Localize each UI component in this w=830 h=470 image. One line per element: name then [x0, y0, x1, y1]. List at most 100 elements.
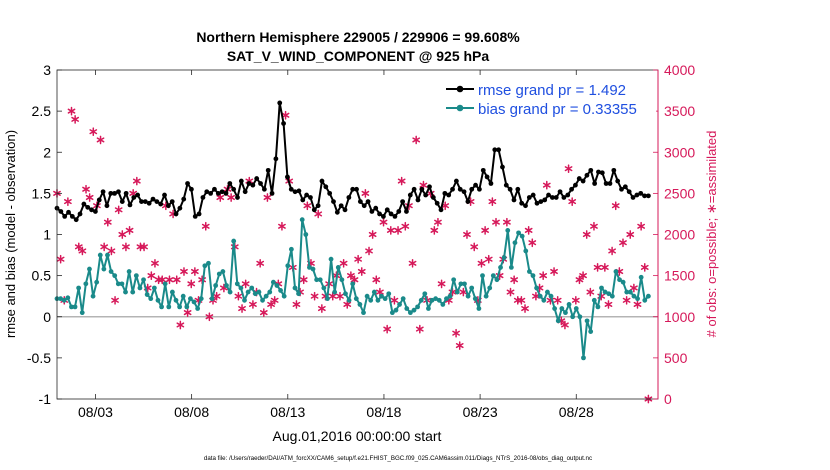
- rmse-point: [561, 195, 567, 200]
- obs-point-stroke: [582, 231, 591, 238]
- bias-point: [180, 293, 186, 299]
- obs-point-stroke: [470, 244, 479, 250]
- bias-point: [263, 293, 269, 299]
- obs-point: [372, 275, 381, 285]
- left-tick-label: 0: [43, 309, 51, 325]
- obs-point: [205, 312, 214, 322]
- bias-point: [361, 310, 366, 316]
- bias-point: [202, 263, 208, 269]
- obs-point: [328, 291, 337, 301]
- obs-point-stroke: [212, 293, 221, 299]
- obs-point-stroke: [56, 256, 65, 262]
- obs-point: [582, 230, 591, 239]
- obs-point-stroke: [383, 326, 392, 332]
- bias-point: [599, 285, 604, 291]
- rmse-point: [461, 189, 467, 195]
- legend-bias-label: bias grand pr = 0.33355: [478, 101, 637, 118]
- obs-point: [521, 304, 529, 313]
- rmse-point: [361, 203, 367, 209]
- obs-point-stroke: [172, 277, 181, 283]
- legend: rmse grand pr = 1.492 bias grand pr = 0.…: [442, 78, 656, 118]
- obs-point-stroke: [517, 297, 526, 303]
- obs-point: [550, 267, 558, 276]
- obs-point-stroke: [303, 203, 312, 209]
- obs-point-stroke: [568, 199, 577, 205]
- bias-point: [238, 285, 244, 291]
- obs-point-stroke: [426, 190, 435, 196]
- bias-point: [368, 297, 374, 303]
- obs-point: [216, 193, 225, 202]
- bias-point: [523, 248, 529, 254]
- obs-point-stroke: [459, 289, 468, 295]
- bias-point: [609, 293, 615, 299]
- bias-point: [584, 318, 590, 324]
- rmse-point: [254, 176, 260, 181]
- rmse-point: [538, 199, 544, 205]
- rmse-point: [261, 186, 267, 192]
- rmse-point: [258, 181, 263, 186]
- rmse-point: [158, 201, 164, 207]
- rmse-point: [204, 189, 210, 195]
- bias-point: [303, 232, 309, 237]
- rmse-point: [100, 189, 106, 195]
- obs-point-stroke: [532, 293, 540, 299]
- obs-point: [122, 242, 130, 252]
- bias-point: [198, 296, 204, 302]
- bias-point: [242, 297, 247, 303]
- bias-point: [220, 269, 226, 274]
- rmse-point: [127, 202, 133, 208]
- obs-point-stroke: [122, 244, 130, 250]
- obs-point: [85, 193, 94, 202]
- bias-point: [328, 256, 334, 262]
- obs-point: [343, 300, 352, 309]
- obs-point-stroke: [611, 203, 620, 209]
- left-tick-label: -0.5: [27, 350, 51, 366]
- bias-point: [487, 285, 493, 291]
- bias-point: [577, 314, 583, 320]
- obs-point: [640, 263, 649, 272]
- rmse-point: [407, 192, 413, 198]
- obs-point: [299, 275, 308, 285]
- obs-point-stroke: [328, 293, 337, 299]
- obs-point-stroke: [401, 223, 410, 229]
- bias-point: [400, 296, 406, 302]
- bias-point: [454, 289, 460, 295]
- obs-point: [103, 217, 112, 227]
- obs-point-stroke: [608, 248, 616, 254]
- bias-point: [526, 269, 532, 274]
- bias-point: [267, 289, 273, 295]
- obs-point: [140, 242, 148, 252]
- rmse-point: [185, 181, 190, 186]
- left-axis: -1 -0.5 0 0.5 1 1.5 2 2.5 3: [27, 62, 62, 407]
- obs-point: [390, 295, 399, 305]
- rmse-point: [484, 174, 490, 180]
- obs-point: [234, 291, 243, 301]
- obs-point-stroke: [140, 244, 148, 250]
- obs-point: [365, 246, 373, 256]
- bias-point: [379, 293, 384, 299]
- rmse-point: [423, 192, 429, 198]
- obs-point-stroke: [201, 223, 210, 229]
- obs-point: [190, 267, 199, 276]
- rmse-point: [523, 203, 528, 209]
- bias-point: [321, 285, 327, 291]
- obs-point: [259, 308, 268, 317]
- rmse-point: [235, 195, 240, 200]
- obs-point: [354, 254, 363, 264]
- bias-point: [195, 306, 201, 311]
- rmse-point: [242, 189, 248, 195]
- obs-point-stroke: [205, 314, 214, 320]
- obs-point: [459, 287, 468, 297]
- obs-point-stroke: [216, 194, 225, 201]
- rmse-point: [81, 201, 87, 207]
- obs-point: [506, 287, 515, 297]
- obs-point: [336, 291, 344, 301]
- obs-point-stroke: [125, 227, 134, 233]
- bias-point: [227, 289, 233, 295]
- rmse-point: [584, 172, 590, 178]
- obs-point: [408, 258, 417, 268]
- rmse-point: [450, 186, 455, 192]
- bias-point: [563, 310, 568, 316]
- obs-point: [278, 221, 286, 231]
- bias-point: [602, 289, 608, 295]
